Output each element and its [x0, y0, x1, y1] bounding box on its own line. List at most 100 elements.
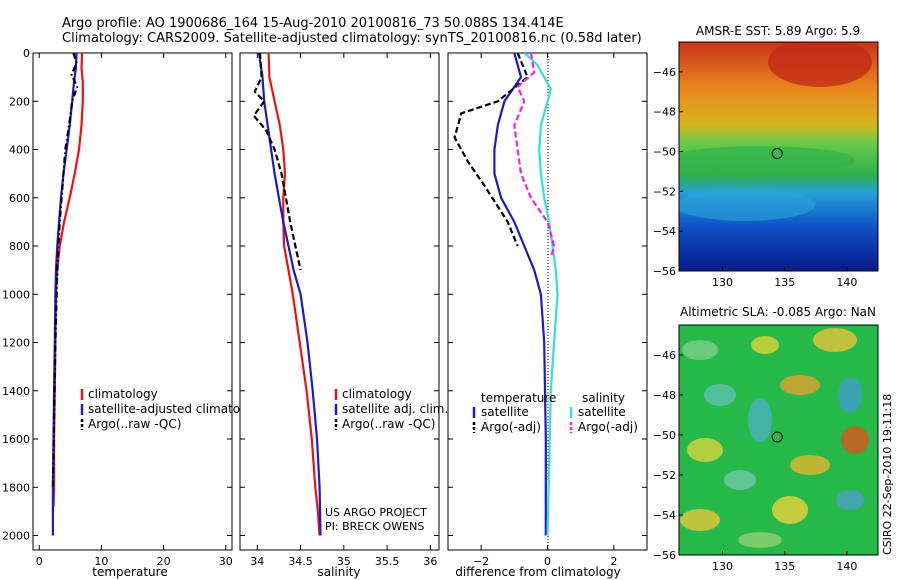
sla-patch: [841, 426, 869, 454]
sst-heatmap: [679, 42, 878, 271]
y-tick-label: 1800: [2, 481, 30, 494]
sst-green-band: [679, 146, 855, 174]
sla-map-axes: 130 135 140 −46 −48 −50 −52 −54 −56: [653, 349, 858, 573]
map-y-tick-label: −54: [653, 225, 676, 238]
temperature-panel: 0 10 20 30 0 200 400 600 800 1000 1200 1400 1600 1800…: [2, 47, 266, 579]
sla-patch: [680, 509, 720, 531]
series-line-1: [51, 53, 78, 536]
sla-patch: [813, 328, 857, 352]
sla-map-panel: Altimetric SLA: -0.085 Argo: NaN 130 135 1…: [653, 305, 879, 573]
map-y-tick-label: −50: [653, 429, 676, 442]
sla-patch: [836, 490, 864, 510]
series-line-2: [51, 53, 79, 488]
difference-xlabel: difference from climatology: [455, 565, 621, 579]
figure-title-line2: Climatology: CARS2009. Satellite-adjuste…: [62, 31, 642, 46]
series-line-0: [493, 53, 547, 536]
legend-header: salinity: [582, 391, 625, 405]
map-x-tick-label: 140: [836, 560, 857, 573]
y-tick-label: 1600: [2, 433, 30, 446]
y-tick-label: 1400: [2, 385, 30, 398]
temperature-xlabel: temperature: [92, 565, 167, 579]
x-tick-label: 36: [423, 555, 437, 568]
map-y-tick-label: −48: [653, 389, 676, 402]
legend-label: climatology: [88, 387, 158, 401]
sla-patch: [687, 438, 723, 462]
sla-map-title: Altimetric SLA: -0.085 Argo: NaN: [680, 305, 876, 319]
salinity-plot-frame: [239, 52, 440, 551]
map-y-tick-label: −50: [653, 146, 676, 159]
series-line-2: [523, 53, 559, 536]
y-tick-label: 1000: [2, 288, 30, 301]
x-tick-label: 0: [544, 555, 551, 568]
sst-map-title: AMSR-E SST: 5.89 Argo: 5.9: [696, 24, 860, 38]
x-tick-label: 2: [610, 555, 617, 568]
x-tick-label: 10: [94, 555, 108, 568]
series-line-1: [257, 53, 322, 536]
x-tick-label: 35.5: [375, 555, 400, 568]
map-y-tick-label: −54: [653, 509, 676, 522]
y-tick-label: 800: [9, 240, 30, 253]
y-tick-label: 2000: [2, 530, 30, 543]
series-line-1: [453, 53, 529, 247]
salinity-lines: [252, 53, 322, 536]
map-y-tick-label: −52: [653, 185, 676, 198]
sla-patch: [724, 470, 756, 490]
legend-label: satellite: [578, 405, 626, 419]
sst-map-panel: AMSR-E SST: 5.89 Argo: 5.9 130 135 140 −46 −…: [653, 24, 879, 289]
legend-label: Argo(-adj): [578, 420, 638, 434]
legend-header: temperature: [481, 391, 556, 405]
x-tick-label: 20: [157, 555, 171, 568]
map-x-tick-label: 130: [712, 276, 733, 289]
series-line-3: [513, 53, 556, 259]
map-x-tick-label: 130: [712, 560, 733, 573]
sst-cool-tongue: [679, 189, 815, 221]
x-tick-label: −2: [473, 555, 489, 568]
legend-label: Argo(..raw -QC): [88, 417, 181, 431]
series-line-2: [252, 53, 302, 271]
difference-plot-frame: [447, 52, 648, 551]
credit-line2: PI: BRECK OWENS: [325, 520, 424, 533]
figure-title-line1: Argo profile: AO 1900686_164 15-Aug-2010…: [62, 16, 564, 31]
map-y-tick-label: −56: [653, 549, 676, 562]
legend-label: satellite: [481, 405, 529, 419]
x-tick-label: 34.5: [288, 555, 313, 568]
sla-heatmap: [679, 325, 878, 555]
x-tick-label: 30: [219, 555, 233, 568]
x-tick-label: 34: [250, 555, 264, 568]
y-tick-label: 200: [9, 95, 30, 108]
map-y-tick-label: −52: [653, 469, 676, 482]
legend-label: satellite adj. clim.: [342, 402, 448, 416]
map-x-tick-label: 140: [836, 276, 857, 289]
y-tick-label: 600: [9, 192, 30, 205]
y-tick-label: 400: [9, 144, 30, 157]
map-y-tick-label: −46: [653, 66, 676, 79]
legend-label: Argo(..raw -QC): [342, 417, 435, 431]
series-line-0: [267, 53, 321, 536]
sla-patch: [704, 384, 736, 406]
sla-patch: [772, 496, 808, 524]
map-x-tick-label: 135: [774, 560, 795, 573]
legend-label: Argo(-adj): [481, 420, 541, 434]
legend-label: climatology: [342, 387, 412, 401]
sla-argo-location-marker: [771, 431, 783, 443]
salinity-axes: 34 34.5 35 35.5 36: [240, 52, 439, 568]
sla-patch: [751, 336, 779, 354]
salinity-xlabel: salinity: [317, 565, 360, 579]
sla-patch: [748, 398, 772, 442]
sst-warm-patch: [768, 42, 872, 87]
sla-anomaly-patches: [680, 328, 869, 548]
x-tick-label: 35: [337, 555, 351, 568]
difference-axes: −2 0 2: [448, 52, 647, 568]
map-y-tick-label: −46: [653, 349, 676, 362]
y-tick-label: 0: [23, 47, 30, 60]
sla-patch: [838, 377, 862, 413]
map-y-tick-label: −48: [653, 106, 676, 119]
sla-map-frame: [678, 324, 879, 556]
sst-argo-location-marker: [771, 148, 783, 160]
sla-patch: [682, 340, 718, 360]
sla-patch: [790, 455, 830, 475]
map-x-tick-label: 135: [774, 276, 795, 289]
